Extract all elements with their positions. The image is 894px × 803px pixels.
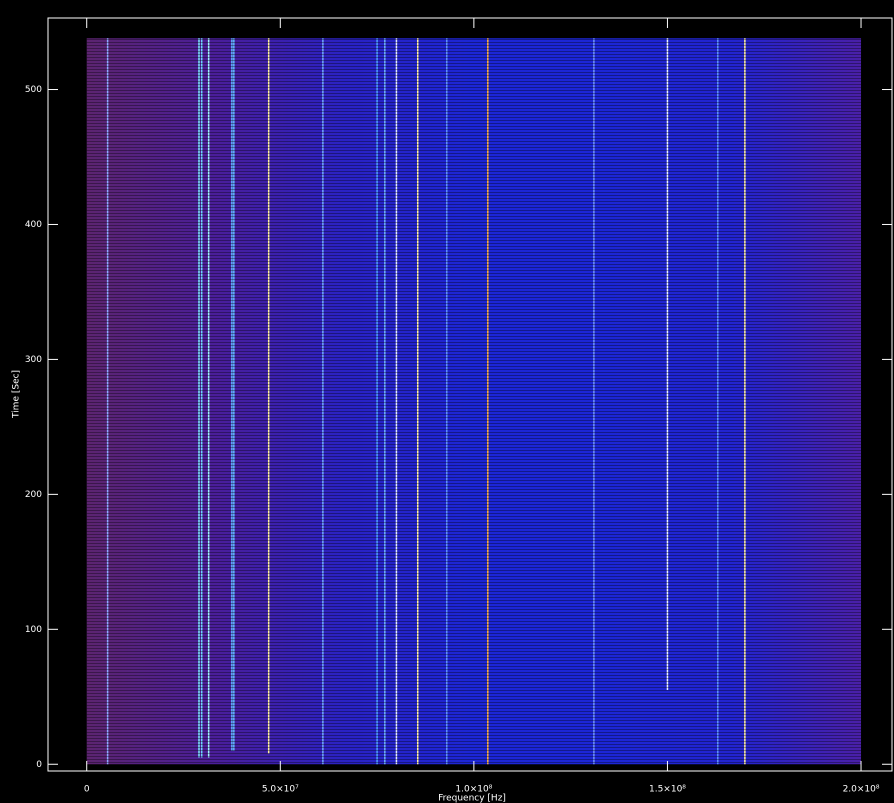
x-tick-label: 2.0×10⁸	[843, 785, 880, 795]
y-tick-label: 200	[25, 490, 42, 500]
y-tick-label: 400	[25, 220, 42, 230]
y-tick-label: 500	[25, 85, 42, 95]
y-tick-label: 0	[36, 760, 42, 770]
x-tick-label: 0	[84, 785, 90, 795]
x-tick-label: 1.5×10⁸	[649, 785, 686, 795]
plot-area	[86, 38, 862, 765]
x-axis-label: Frequency [Hz]	[438, 794, 506, 803]
y-tick-label: 100	[25, 625, 42, 635]
y-axis-label: Time [Sec]	[12, 370, 22, 419]
stripes	[86, 38, 862, 765]
x-tick-label: 1.0×10⁸	[455, 785, 492, 795]
x-tick-label: 5.0×10⁷	[262, 785, 299, 795]
axis-frame	[47, 17, 893, 772]
y-tick-label: 300	[25, 355, 42, 365]
